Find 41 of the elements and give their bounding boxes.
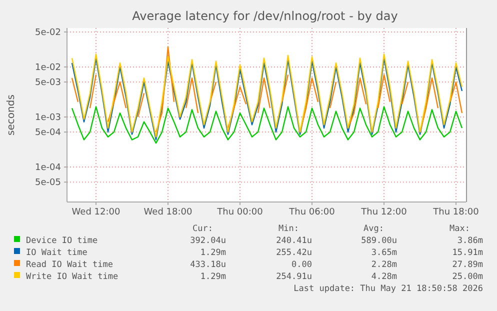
text: Min: <box>278 224 299 234</box>
text: 255.42u <box>276 248 312 258</box>
text: 2.28m <box>371 260 397 270</box>
y-tick-label: 5e-05 <box>35 178 61 188</box>
text: 589.00u <box>361 236 397 246</box>
text: 433.18u <box>190 260 226 270</box>
legend-label: Device IO time <box>26 236 98 246</box>
x-tick-label: Thu 00:00 <box>216 207 264 218</box>
x-tick-label: Wed 12:00 <box>72 207 120 218</box>
y-tick-label: 5e-04 <box>35 128 62 138</box>
y-tick-label: 1e-03 <box>35 112 61 123</box>
text: 392.04u <box>190 236 226 246</box>
text: 3.65m <box>371 248 397 258</box>
x-tick-label: Thu 18:00 <box>432 207 480 218</box>
legend-label: IO Wait time <box>26 248 88 258</box>
y-tick-label: 1e-02 <box>35 62 61 73</box>
chart-title: Average latency for /dev/nlnog/root - by day <box>132 9 398 23</box>
text: 3.86m <box>457 236 483 246</box>
text: 1.29m <box>200 248 226 258</box>
y-tick-label: 5e-02 <box>35 28 61 38</box>
text: Avg: <box>364 224 384 234</box>
x-tick-label: Thu 06:00 <box>288 207 336 218</box>
text: 4.28m <box>371 272 397 282</box>
x-tick-label: Wed 18:00 <box>144 207 192 218</box>
y-tick-label: 5e-03 <box>35 78 61 88</box>
text: 27.89m <box>452 260 483 270</box>
text: 254.91u <box>276 272 312 282</box>
text: Last update: Thu May 21 18:50:58 2026 <box>294 284 483 294</box>
x-tick-label: Thu 12:00 <box>360 207 408 218</box>
text: 240.41u <box>276 236 312 246</box>
text: 1.29m <box>200 272 226 282</box>
text: Max: <box>450 224 470 234</box>
legend-label: Write IO Wait time <box>26 272 118 282</box>
text: 0.00 <box>292 260 312 270</box>
text: 25.00m <box>452 272 483 282</box>
y-tick-label: 1e-04 <box>35 162 62 173</box>
legend-label: Read IO Wait time <box>26 260 113 270</box>
text: 15.91m <box>452 248 483 258</box>
text: Cur: <box>192 224 213 234</box>
y-axis-title: seconds <box>6 94 17 136</box>
line-series <box>71 106 463 144</box>
